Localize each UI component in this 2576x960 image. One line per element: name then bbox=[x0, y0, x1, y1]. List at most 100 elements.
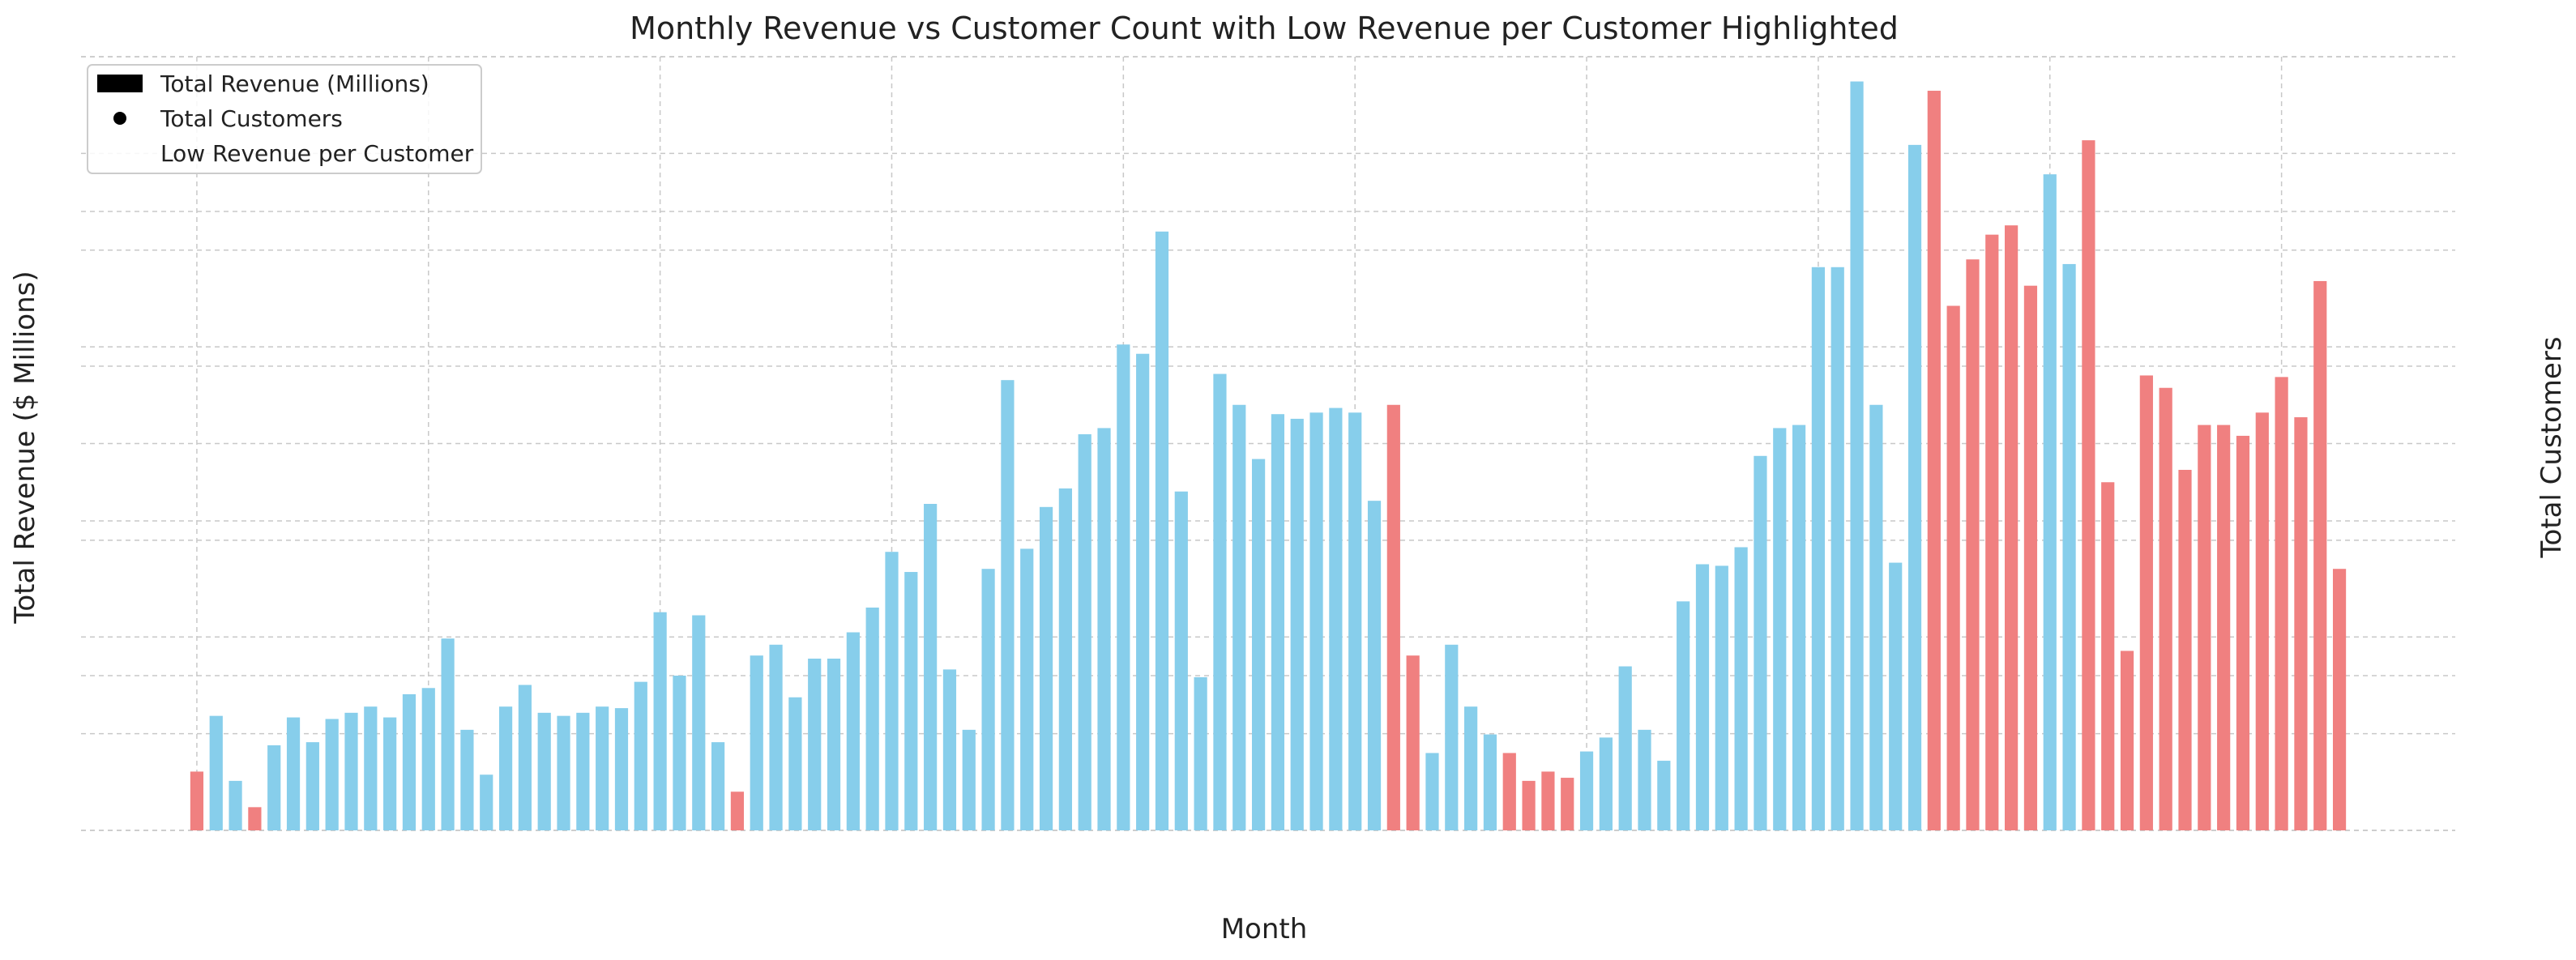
revenue-bar bbox=[1445, 644, 1459, 830]
legend-bar-swatch bbox=[97, 75, 143, 92]
revenue-bar bbox=[1174, 491, 1188, 830]
revenue-bar bbox=[924, 503, 938, 830]
revenue-bar bbox=[248, 807, 262, 830]
revenue-bar bbox=[1985, 234, 1999, 830]
revenue-bar bbox=[421, 688, 435, 830]
revenue-bar bbox=[1425, 753, 1439, 830]
revenue-bar bbox=[1522, 780, 1536, 830]
revenue-bar bbox=[2139, 375, 2153, 831]
revenue-bar bbox=[653, 612, 667, 830]
legend: Total Revenue (Millions) Total Customers… bbox=[87, 64, 482, 174]
revenue-bar bbox=[1579, 751, 1594, 830]
revenue-bar bbox=[2294, 417, 2308, 830]
revenue-bar bbox=[1155, 231, 1169, 831]
revenue-bar bbox=[1097, 428, 1111, 830]
revenue-bar bbox=[846, 632, 860, 830]
revenue-bar bbox=[498, 706, 513, 830]
revenue-bar bbox=[1058, 488, 1072, 830]
revenue-bar bbox=[981, 569, 995, 830]
revenue-bar bbox=[1194, 676, 1207, 830]
revenue-bar bbox=[1638, 729, 1651, 830]
revenue-bar bbox=[1309, 412, 1323, 830]
chart-title: Monthly Revenue vs Customer Count with L… bbox=[630, 11, 1899, 46]
revenue-bar bbox=[1927, 91, 1941, 830]
revenue-bar bbox=[2275, 377, 2288, 830]
legend-label-low-revenue: Low Revenue per Customer bbox=[160, 140, 474, 167]
revenue-bar bbox=[2120, 651, 2134, 830]
revenue-bar bbox=[557, 715, 570, 830]
revenue-bar bbox=[1232, 404, 1246, 830]
revenue-bar bbox=[1946, 305, 1960, 830]
revenue-bar bbox=[1367, 501, 1382, 830]
revenue-bar bbox=[1869, 404, 1883, 830]
revenue-bar bbox=[1406, 655, 1420, 830]
revenue-bar bbox=[1213, 373, 1227, 830]
y2-axis-label: Total Customers bbox=[2535, 336, 2568, 558]
revenue-bar bbox=[537, 712, 551, 830]
revenue-bar bbox=[788, 697, 802, 830]
revenue-bar bbox=[1695, 564, 1710, 830]
revenue-bar bbox=[1734, 547, 1748, 830]
revenue-bar bbox=[209, 715, 223, 830]
revenue-bar bbox=[634, 681, 647, 830]
revenue-bar bbox=[1889, 562, 1903, 830]
revenue-bar bbox=[750, 655, 763, 830]
revenue-bar bbox=[1464, 706, 1478, 830]
revenue-bar bbox=[2159, 387, 2172, 830]
revenue-bar bbox=[711, 742, 725, 830]
revenue-bar bbox=[1329, 407, 1343, 830]
revenue-bar bbox=[1386, 404, 1400, 830]
revenue-bar bbox=[1850, 81, 1864, 830]
revenue-bar bbox=[942, 669, 957, 830]
legend-box bbox=[87, 64, 482, 174]
legend-label-customers: Total Customers bbox=[160, 105, 343, 132]
revenue-bar bbox=[1020, 548, 1034, 830]
revenue-bar bbox=[673, 676, 686, 830]
revenue-bar bbox=[1811, 267, 1825, 830]
revenue-bar bbox=[730, 791, 745, 830]
revenue-bar bbox=[2313, 280, 2327, 830]
revenue-bar bbox=[1677, 601, 1690, 830]
revenue-bar bbox=[2255, 412, 2269, 830]
revenue-bar bbox=[1541, 771, 1555, 830]
revenue-bar bbox=[286, 717, 301, 830]
legend-line-marker bbox=[113, 112, 126, 125]
revenue-bar bbox=[827, 658, 841, 830]
revenue-bar bbox=[808, 658, 822, 830]
revenue-bar bbox=[2236, 435, 2250, 830]
revenue-bar bbox=[441, 638, 455, 830]
revenue-bar bbox=[305, 742, 319, 830]
y-axis-label: Total Revenue ($ Millions) bbox=[9, 271, 41, 624]
revenue-bar bbox=[402, 693, 417, 830]
revenue-bar bbox=[1078, 434, 1091, 830]
revenue-bar bbox=[2082, 140, 2095, 830]
revenue-bar bbox=[904, 572, 918, 830]
legend-label-revenue: Total Revenue (Millions) bbox=[160, 70, 429, 97]
revenue-bar bbox=[383, 717, 397, 830]
revenue-bar bbox=[1271, 414, 1285, 831]
revenue-bar bbox=[1502, 753, 1516, 830]
revenue-bar bbox=[1001, 380, 1015, 830]
revenue-bar bbox=[2217, 425, 2231, 830]
revenue-bar bbox=[1483, 734, 1497, 830]
revenue-bar bbox=[1966, 259, 1980, 831]
revenue-bar bbox=[885, 552, 899, 830]
revenue-bar bbox=[267, 745, 281, 830]
revenue-bar bbox=[2198, 425, 2211, 830]
revenue-bar bbox=[1290, 418, 1304, 830]
revenue-bar bbox=[364, 706, 378, 830]
revenue-bar bbox=[1117, 344, 1130, 830]
revenue-bar bbox=[344, 712, 358, 830]
revenue-bar bbox=[2332, 569, 2347, 830]
revenue-bar bbox=[1348, 412, 1362, 830]
revenue-bars bbox=[190, 81, 2347, 831]
revenue-bar bbox=[1657, 761, 1671, 830]
revenue-bar bbox=[962, 729, 976, 830]
revenue-bar bbox=[865, 607, 879, 830]
revenue-bar bbox=[1599, 737, 1613, 830]
revenue-bar bbox=[2062, 263, 2076, 830]
revenue-bar bbox=[2005, 225, 2019, 830]
revenue-bar bbox=[1754, 455, 1767, 830]
